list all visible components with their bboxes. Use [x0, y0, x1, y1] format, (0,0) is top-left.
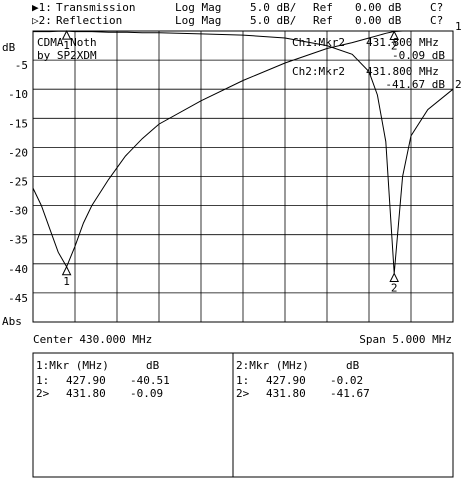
table-cell: 1: — [36, 374, 49, 387]
table-header: 2:Mkr (MHz) — [236, 359, 309, 372]
marker — [389, 272, 400, 283]
marker-label: 2 — [391, 282, 398, 295]
y-bottom-label: Abs — [2, 315, 22, 328]
marker-label: 1 — [63, 39, 70, 52]
y-tick-label: -15 — [8, 117, 28, 130]
y-tick-label: -10 — [8, 88, 28, 101]
table-cell: -40.51 — [130, 374, 170, 387]
annotation: by SP2XDM — [37, 49, 97, 62]
center-frequency: Center 430.000 MHz — [33, 333, 152, 346]
table-cell: -0.09 — [130, 387, 163, 400]
annotation: CDMA Noth — [37, 36, 97, 49]
channel-prefix: ▶1: — [32, 1, 52, 14]
marker-label: 1 — [63, 275, 70, 288]
readout-channel: Ch2:Mkr2 — [292, 65, 345, 78]
readout-channel: Ch1:Mkr2 — [292, 36, 345, 49]
readout-freq: 431.800 MHz — [366, 65, 439, 78]
format: Log Mag — [175, 14, 221, 27]
table-cell: -0.02 — [330, 374, 363, 387]
ref-label: Ref — [313, 1, 333, 14]
table-cell: 2> — [236, 387, 250, 400]
table-cell: 427.90 — [66, 374, 106, 387]
legend-entry: Transmission — [56, 1, 135, 14]
table-unit: dB — [346, 359, 360, 372]
ref-label: Ref — [313, 14, 333, 27]
trace-label: 1 — [455, 20, 462, 33]
scale: 5.0 dB/ — [250, 1, 296, 14]
flag: C? — [430, 1, 443, 14]
marker — [61, 29, 72, 40]
y-tick-label: -25 — [8, 176, 28, 189]
y-tick-label: -35 — [8, 234, 28, 247]
legend-entry: Reflection — [56, 14, 122, 27]
readout-value: -0.09 dB — [392, 49, 445, 62]
marker-table-frame — [32, 352, 454, 478]
y-tick-label: -20 — [8, 146, 28, 159]
readout-freq: 431.800 MHz — [366, 36, 439, 49]
ref-value: 0.00 dB — [355, 14, 402, 27]
ref-value: 0.00 dB — [355, 1, 402, 14]
marker-label: 2 — [391, 40, 398, 53]
y-tick-label: -45 — [8, 292, 28, 305]
channel-prefix: ▷2: — [32, 14, 52, 27]
y-tick-label: -40 — [8, 263, 28, 276]
trace-label: 2 — [455, 78, 462, 91]
y-tick-label: -30 — [8, 205, 28, 218]
flag: C? — [430, 14, 443, 27]
marker — [389, 30, 400, 41]
table-cell: 427.90 — [266, 374, 306, 387]
table-cell: 1: — [236, 374, 249, 387]
y-tick-label: -5 — [15, 59, 28, 72]
table-cell: -41.67 — [330, 387, 370, 400]
readout-value: -41.67 dB — [385, 78, 445, 91]
span: Span 5.000 MHz — [359, 333, 452, 346]
y-axis-label: dB — [2, 41, 16, 54]
table-unit: dB — [146, 359, 160, 372]
format: Log Mag — [175, 1, 221, 14]
table-cell: 431.80 — [66, 387, 106, 400]
marker — [61, 265, 72, 276]
table-cell: 431.80 — [266, 387, 306, 400]
table-cell: 2> — [36, 387, 50, 400]
table-header: 1:Mkr (MHz) — [36, 359, 109, 372]
scale: 5.0 dB/ — [250, 14, 296, 27]
